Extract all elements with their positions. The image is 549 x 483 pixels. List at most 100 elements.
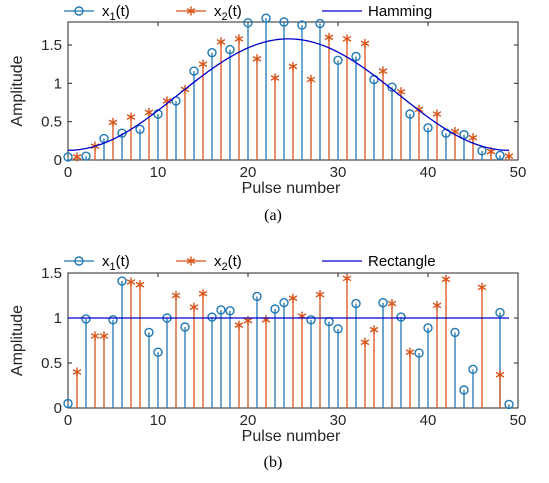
stem-marker-asterisk [387, 299, 397, 309]
stem-marker-circle [117, 128, 127, 138]
stem-marker-asterisk [288, 293, 298, 303]
stem-marker-asterisk [234, 34, 244, 44]
legend-label-suffix: (t) [116, 253, 130, 270]
legend-label: x1(t) [102, 3, 130, 23]
x-tick-label: 20 [240, 412, 257, 429]
panel-caption: (b) [264, 454, 283, 471]
x-tick-label: 30 [330, 164, 347, 181]
stem-marker-circle [495, 307, 505, 318]
y-tick-label: 1.5 [41, 265, 62, 282]
stem-marker-circle [216, 305, 226, 315]
stem-marker-asterisk [297, 311, 307, 321]
x-tick-label: 20 [240, 164, 257, 181]
stem-marker-circle [81, 151, 91, 161]
stem-marker-circle [423, 323, 433, 333]
stem-marker-asterisk [495, 370, 505, 380]
legend-label-subscript: 1 [110, 11, 116, 23]
stem-marker-asterisk [99, 331, 109, 341]
stem-marker-circle [450, 327, 460, 338]
legend-item: Hamming [322, 3, 432, 20]
stem-marker-asterisk [504, 151, 514, 161]
stem-marker-circle [225, 44, 235, 55]
stem-marker-asterisk [342, 273, 352, 283]
stem-marker-circle [63, 152, 73, 162]
y-tick-label: 1 [54, 75, 62, 92]
y-tick-label: 0.5 [41, 114, 62, 131]
stem-marker-circle [378, 298, 388, 308]
stem-marker-circle [396, 312, 406, 322]
legend-marker-circle [74, 6, 84, 16]
legend-label-subscript: 1 [110, 261, 116, 273]
x-tick-label: 0 [64, 164, 72, 181]
legend: x1(t) x2(t) Hamming [64, 3, 432, 23]
x-tick-label: 30 [330, 412, 347, 429]
stem-marker-circle [63, 398, 73, 409]
x-axis-label: Pulse number [242, 428, 341, 445]
stem-marker-circle [135, 124, 145, 135]
legend-label: x2(t) [214, 3, 242, 23]
x-tick-label: 40 [420, 412, 437, 429]
stem-marker-asterisk [216, 37, 226, 47]
series-x2 [72, 32, 514, 162]
stem-marker-circle [207, 312, 217, 322]
stem-marker-circle [468, 364, 478, 374]
stem-marker-asterisk [441, 274, 451, 284]
legend-marker-asterisk [186, 6, 196, 16]
stem-marker-circle [387, 82, 397, 92]
stem-marker-asterisk [468, 133, 478, 143]
stem-marker-asterisk [252, 54, 262, 64]
x-tick-label: 50 [510, 412, 527, 429]
stem-marker-asterisk [144, 107, 154, 118]
y-tick-label: 0 [54, 152, 62, 169]
stem-marker-asterisk [234, 320, 244, 330]
stem-marker-asterisk [126, 112, 136, 122]
stem-marker-asterisk [198, 289, 208, 299]
stem-marker-asterisk [90, 331, 100, 341]
y-tick-label: 0.5 [41, 355, 62, 372]
stem-marker-circle [153, 347, 163, 357]
stem-marker-circle [279, 17, 289, 27]
y-tick-label: 1 [54, 310, 62, 327]
x-tick-label: 0 [64, 412, 72, 429]
stem-marker-circle [306, 315, 316, 325]
stem-marker-asterisk [171, 290, 181, 301]
legend: x1(t) x2(t) Rectangle [64, 253, 436, 273]
stem-marker-asterisk [315, 290, 325, 300]
window-line [67, 38, 510, 151]
stem-marker-asterisk [405, 347, 415, 357]
chart-panel-b: 0 10 20 30 40 50 0 0.5 1 1.5 Pulse number Amplitude… [9, 253, 526, 471]
stem-marker-circle [117, 276, 127, 286]
legend-item: x2(t) [176, 3, 242, 23]
stem-marker-circle [495, 150, 505, 161]
stem-marker-circle [270, 304, 280, 314]
stem-marker-circle [189, 66, 199, 76]
x-tick-label: 10 [150, 164, 167, 181]
stem-marker-asterisk [477, 282, 487, 292]
stem-marker-circle [207, 47, 217, 58]
legend-item: x2(t) [176, 253, 242, 273]
stem-marker-asterisk [126, 277, 136, 287]
legend-label-suffix: (t) [228, 3, 242, 20]
stem-marker-circle [405, 109, 415, 119]
legend-marker-asterisk [186, 256, 196, 266]
legend-label-suffix: (t) [116, 3, 130, 20]
stem-marker-asterisk [288, 61, 298, 72]
x-axis-label: Pulse number [242, 180, 341, 197]
stem-marker-asterisk [432, 109, 442, 119]
stem-marker-asterisk [360, 337, 370, 347]
legend-marker-circle [74, 256, 84, 266]
y-tick-label: 0 [54, 400, 62, 417]
x-tick-label: 10 [150, 412, 167, 429]
stem-marker-asterisk [72, 152, 82, 162]
y-axis-label: Amplitude [9, 55, 26, 126]
stem-marker-circle [351, 51, 361, 62]
stem-marker-asterisk [306, 74, 316, 85]
series-x2 [72, 273, 505, 408]
panel-caption: (a) [264, 207, 282, 224]
stem-marker-circle [261, 13, 271, 23]
stem-marker-asterisk [378, 66, 388, 76]
legend-label-subscript: 2 [222, 11, 228, 23]
stem-marker-asterisk [72, 367, 82, 377]
legend-label-suffix: (t) [228, 253, 242, 270]
